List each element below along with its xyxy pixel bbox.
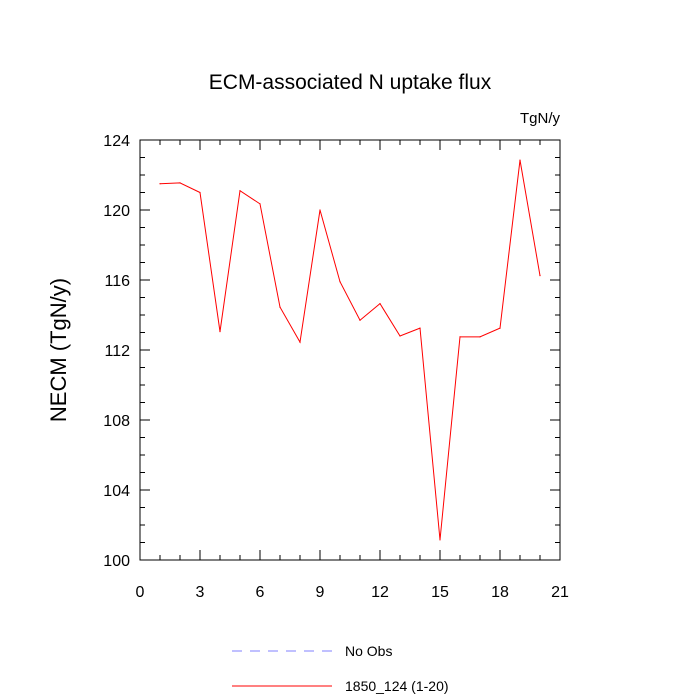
y-tick-label: 124 (103, 133, 130, 150)
data-point (519, 159, 521, 161)
data-point (319, 209, 321, 211)
x-tick-label: 0 (136, 584, 145, 601)
y-tick-label: 108 (103, 413, 130, 430)
plot-frame (139, 139, 561, 561)
data-point (459, 336, 461, 338)
data-point (199, 191, 201, 194)
chart-title: ECM-associated N uptake flux (209, 71, 492, 94)
legend-label-1: 1850_124 (1-20) (345, 678, 449, 694)
series-lines (159, 159, 541, 541)
x-tick-label: 9 (316, 584, 325, 601)
y-tick-label: 100 (103, 553, 130, 570)
data-point (539, 275, 541, 277)
legend-label-0: No Obs (345, 643, 392, 659)
data-point (499, 327, 501, 329)
x-tick-label: 6 (256, 584, 265, 601)
data-point (299, 341, 301, 343)
units-label: TgN/y (520, 110, 561, 127)
y-tick-label: 120 (103, 203, 130, 220)
data-point (439, 539, 441, 541)
y-axis-label: NECM (TgN/y) (46, 278, 71, 422)
data-point (339, 281, 341, 283)
data-point (399, 335, 401, 337)
data-point (219, 331, 221, 333)
y-tick-label: 116 (104, 273, 130, 290)
x-tick-label: 18 (491, 584, 509, 601)
data-point (239, 190, 241, 192)
axes: 0 3 6 9 12 15 18 21 100 104 108 112 116 120 124 (103, 133, 569, 601)
data-point (359, 319, 361, 321)
data-point (159, 183, 161, 185)
x-tick-label: 15 (431, 584, 449, 601)
x-tick-label: 3 (196, 584, 205, 601)
data-point (279, 306, 281, 308)
y-tick-label: 112 (104, 343, 130, 360)
data-point (179, 182, 181, 184)
data-point (419, 327, 421, 329)
y-tick-label: 104 (103, 483, 130, 500)
data-point (479, 336, 481, 338)
x-tick-label: 12 (371, 584, 389, 601)
data-point (259, 203, 261, 205)
legend: No Obs 1850_124 (1-20) (232, 643, 449, 694)
data-point (379, 303, 381, 305)
series-line-1 (159, 160, 541, 540)
x-tick-label: 21 (551, 584, 569, 601)
